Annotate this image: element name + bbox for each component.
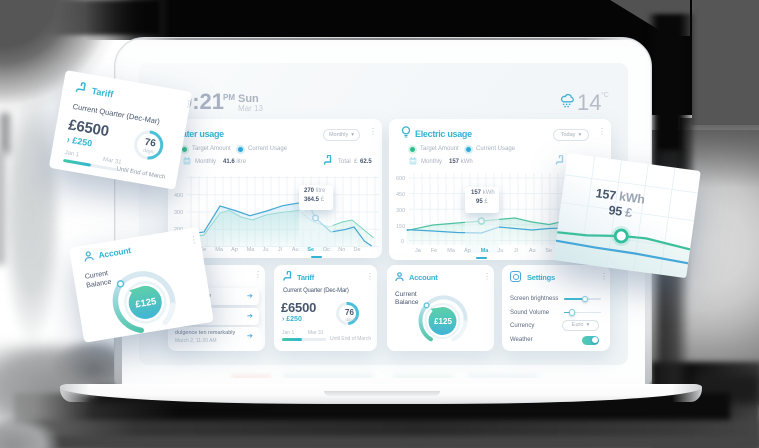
svg-text:300: 300 <box>174 210 183 216</box>
svg-text:400: 400 <box>174 193 183 199</box>
svg-text:150: 150 <box>396 224 405 230</box>
svg-text:0: 0 <box>401 239 404 245</box>
svg-text:600: 600 <box>396 176 405 182</box>
svg-text:£125: £125 <box>434 317 452 326</box>
svg-text:300: 300 <box>396 208 405 214</box>
svg-text:450: 450 <box>396 192 405 198</box>
svg-text:£125: £125 <box>135 296 158 310</box>
